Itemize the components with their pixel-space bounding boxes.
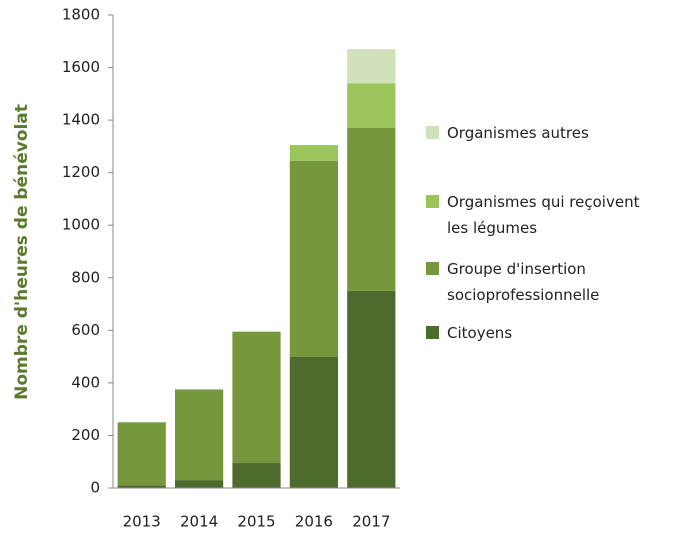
y-tick-label: 0 [90, 479, 100, 497]
y-tick-label: 1600 [62, 58, 100, 76]
legend-swatch [426, 126, 439, 139]
x-tick-label: 2017 [352, 513, 390, 531]
x-tick-label: 2014 [180, 513, 218, 531]
bar-segment [174, 389, 224, 481]
legend-swatch [426, 195, 439, 208]
y-tick-label: 1200 [62, 163, 100, 181]
bar-segment [289, 145, 339, 161]
y-tick-label: 200 [71, 426, 100, 444]
y-tick-label: 1800 [62, 6, 100, 24]
bar-segment [117, 485, 166, 488]
y-tick-label: 1000 [62, 216, 100, 234]
bar-segment [289, 160, 339, 357]
x-tick-label: 2013 [123, 513, 161, 531]
y-tick-label: 600 [71, 321, 100, 339]
bar-segment [347, 290, 396, 488]
legend-label: Groupe d'insertion socioprofessionnelle [447, 260, 600, 304]
bar-segment [117, 422, 166, 486]
x-tick-label: 2015 [237, 513, 275, 531]
bar-segment [232, 331, 281, 464]
bar-segment [347, 83, 396, 128]
legend-label: Citoyens [447, 324, 513, 342]
bar-segment [174, 480, 224, 488]
bar-segment [289, 356, 339, 488]
x-tick-label: 2016 [295, 513, 333, 531]
legend-item: Citoyens [426, 320, 666, 346]
legend-label: Organismes qui reçoivent les légumes [447, 193, 640, 237]
legend-swatch [426, 326, 439, 339]
legend-item: Organismes qui reçoivent les légumes [426, 189, 666, 241]
legend-label: Organismes autres [447, 124, 589, 142]
legend-item: Organismes autres [426, 120, 666, 146]
legend-item: Groupe d'insertion socioprofessionnelle [426, 256, 666, 308]
y-tick-label: 800 [71, 268, 100, 286]
bar-segment [347, 127, 396, 291]
bar-segment [232, 463, 281, 488]
y-axis-label: Nombre d'heures de bénévolat [12, 104, 32, 400]
y-tick-label: 1400 [62, 111, 100, 129]
bar-segment [347, 49, 396, 84]
legend-swatch [426, 262, 439, 275]
y-tick-label: 400 [71, 373, 100, 391]
